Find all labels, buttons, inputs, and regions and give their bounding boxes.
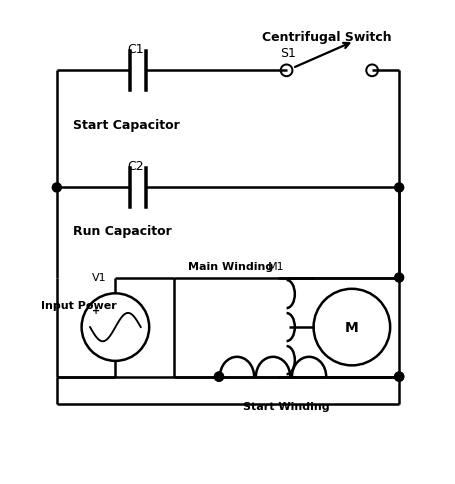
Circle shape: [214, 372, 223, 381]
Text: C2: C2: [127, 159, 144, 172]
Circle shape: [394, 273, 403, 283]
Circle shape: [394, 372, 403, 381]
Text: Start Capacitor: Start Capacitor: [72, 119, 179, 132]
Text: S1: S1: [279, 47, 295, 60]
Text: Start Winding: Start Winding: [243, 402, 329, 411]
Text: Centrifugal Switch: Centrifugal Switch: [262, 31, 391, 44]
Circle shape: [394, 372, 403, 381]
Text: V1: V1: [92, 272, 107, 283]
Text: M1: M1: [267, 261, 283, 271]
Circle shape: [394, 183, 403, 193]
Circle shape: [214, 372, 223, 381]
Text: Main Winding: Main Winding: [187, 261, 272, 271]
Text: Input Power: Input Power: [41, 300, 116, 310]
Text: Run Capacitor: Run Capacitor: [72, 224, 171, 237]
Text: +: +: [91, 305, 100, 316]
Text: M: M: [344, 320, 358, 334]
Text: C1: C1: [127, 43, 144, 56]
Circle shape: [52, 183, 61, 193]
